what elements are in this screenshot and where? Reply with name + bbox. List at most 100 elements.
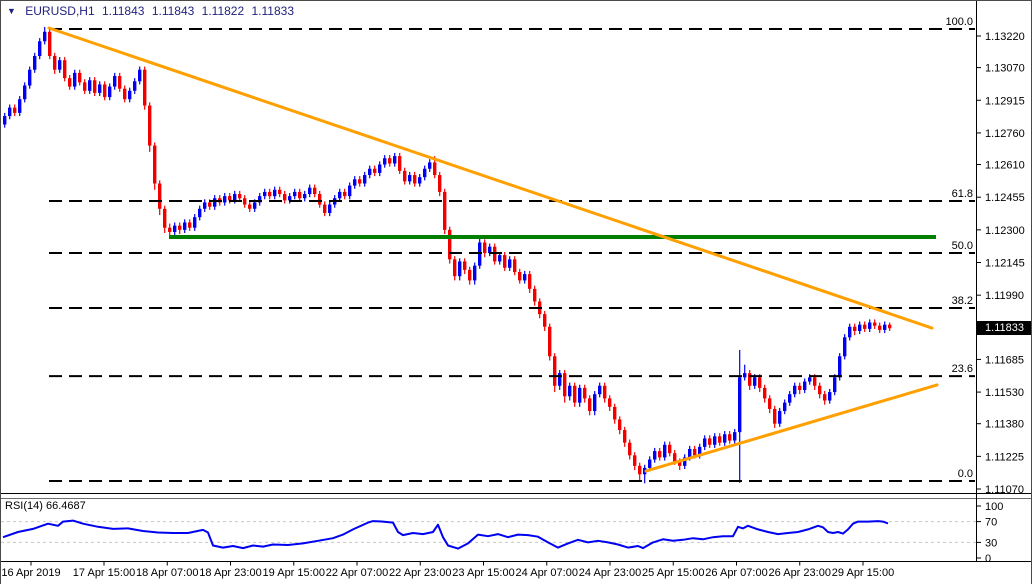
- bear-candle-body: [533, 288, 537, 302]
- bear-candle-body: [748, 373, 752, 386]
- chart-header: ▼ EURUSD,H1 1.11843 1.11843 1.11822 1.11…: [7, 4, 298, 18]
- bull-candle-body: [578, 387, 582, 403]
- time-axis-label: 26 Apr 23:00: [769, 567, 831, 579]
- bear-candle-body: [358, 179, 362, 184]
- price-axis-label: 1.12915: [985, 95, 1025, 107]
- bull-candle-body: [713, 436, 717, 445]
- bear-candle-body: [388, 158, 392, 164]
- ascending-support-trendline[interactable]: [644, 383, 939, 473]
- bear-candle-body: [668, 444, 672, 454]
- bear-candle-body: [618, 419, 622, 431]
- fib-level-label: 0.0: [958, 468, 973, 480]
- price-axis-label: 1.12455: [985, 192, 1025, 204]
- bull-candle-body: [368, 168, 372, 176]
- bull-candle-body: [73, 72, 77, 87]
- bull-candle-body: [683, 457, 687, 466]
- bear-candle-body: [768, 398, 772, 409]
- bull-candle-body: [593, 394, 597, 412]
- bear-candle-body: [678, 461, 682, 466]
- bear-candle-body: [68, 78, 72, 87]
- bear-candle-body: [758, 377, 762, 388]
- time-axis-label: 24 Apr 23:00: [579, 567, 641, 579]
- bull-candle-body: [338, 191, 342, 199]
- bull-candle-body: [688, 448, 692, 458]
- bear-candle-body: [158, 183, 162, 209]
- bear-candle-body: [693, 448, 697, 456]
- bull-candle-body: [288, 196, 292, 201]
- bear-candle-body: [553, 356, 557, 386]
- bull-candle-body: [213, 198, 217, 207]
- bull-candle-body: [598, 385, 602, 395]
- rsi-line[interactable]: [2, 519, 889, 550]
- bear-candle-body: [658, 451, 662, 458]
- bull-candle-body: [498, 255, 502, 262]
- bear-candle-body: [818, 385, 822, 395]
- fib-level-label: 38.2: [952, 295, 973, 307]
- bull-candle-body: [8, 107, 12, 117]
- bull-candle-body: [363, 175, 367, 184]
- bull-candle-body: [473, 265, 477, 281]
- price-axis-label: 1.11530: [985, 387, 1024, 399]
- bull-candle-body: [838, 356, 842, 378]
- bear-candle-body: [413, 175, 417, 184]
- bull-candle-body: [488, 246, 492, 254]
- bear-candle-body: [443, 191, 447, 230]
- bear-candle-body: [248, 204, 252, 209]
- bear-candle-body: [148, 105, 152, 146]
- bear-candle-body: [628, 442, 632, 456]
- bull-candle-body: [508, 259, 512, 268]
- ohlc-open: 1.11843: [101, 4, 145, 18]
- bear-candle-body: [243, 198, 247, 205]
- fibonacci-retracement[interactable]: 100.0 61.8 50.0 38.2 23.6 0.0: [49, 16, 975, 483]
- bear-candle-body: [863, 324, 867, 329]
- bull-candle-body: [883, 324, 887, 330]
- bear-candle-body: [433, 162, 437, 176]
- bull-candle-body: [428, 162, 432, 169]
- bear-candle-body: [463, 261, 467, 270]
- bear-candle-body: [528, 274, 532, 289]
- bear-candle-body: [823, 394, 827, 401]
- bear-candle-body: [438, 175, 442, 192]
- bear-candle-body: [283, 194, 287, 201]
- bull-candle-body: [3, 116, 7, 125]
- bear-candle-body: [718, 436, 722, 443]
- ohlc-close: 1.11833: [251, 4, 295, 18]
- bull-candle-body: [393, 156, 397, 164]
- bull-candle-body: [733, 432, 737, 441]
- price-axis: 1.13220 1.13070 1.12915 1.12760 1.12610 1.124…: [976, 31, 1025, 496]
- bear-candle-body: [518, 271, 522, 281]
- bull-candle-body: [808, 377, 812, 382]
- bull-candle-body: [568, 385, 572, 397]
- bear-candle-body: [228, 196, 232, 201]
- time-axis-label: 18 Apr 07:00: [136, 567, 198, 579]
- descending-resistance-trendline[interactable]: [47, 26, 934, 330]
- bear-candle-body: [298, 191, 302, 199]
- bull-candle-body: [348, 185, 352, 197]
- bull-candle-body: [868, 322, 872, 329]
- bull-candle-body: [328, 204, 332, 213]
- bear-candle-body: [573, 385, 577, 403]
- bull-candle-body: [783, 402, 787, 412]
- bull-candle-body: [848, 326, 852, 338]
- bear-candle-body: [623, 430, 627, 443]
- bull-candle-body: [843, 337, 847, 357]
- bear-candle-body: [543, 314, 547, 327]
- time-axis-label: 26 Apr 07:00: [705, 567, 767, 579]
- bear-candle-body: [453, 259, 457, 277]
- symbol-dropdown-icon[interactable]: ▼: [7, 6, 16, 16]
- bull-candle-body: [133, 81, 137, 91]
- bull-candle-body: [308, 187, 312, 195]
- bear-candle-body: [208, 202, 212, 207]
- bull-candle-body: [258, 196, 262, 203]
- bear-candle-body: [373, 168, 377, 173]
- bear-candle-body: [888, 324, 892, 329]
- bear-candle-body: [63, 60, 67, 79]
- bull-candle-body: [663, 444, 667, 458]
- time-axis-label: 22 Apr 23:00: [389, 567, 451, 579]
- bear-candle-body: [238, 194, 242, 199]
- bull-candle-body: [408, 175, 412, 182]
- price-axis-label: 1.11070: [985, 484, 1024, 496]
- time-axis-label: 25 Apr 15:00: [642, 567, 704, 579]
